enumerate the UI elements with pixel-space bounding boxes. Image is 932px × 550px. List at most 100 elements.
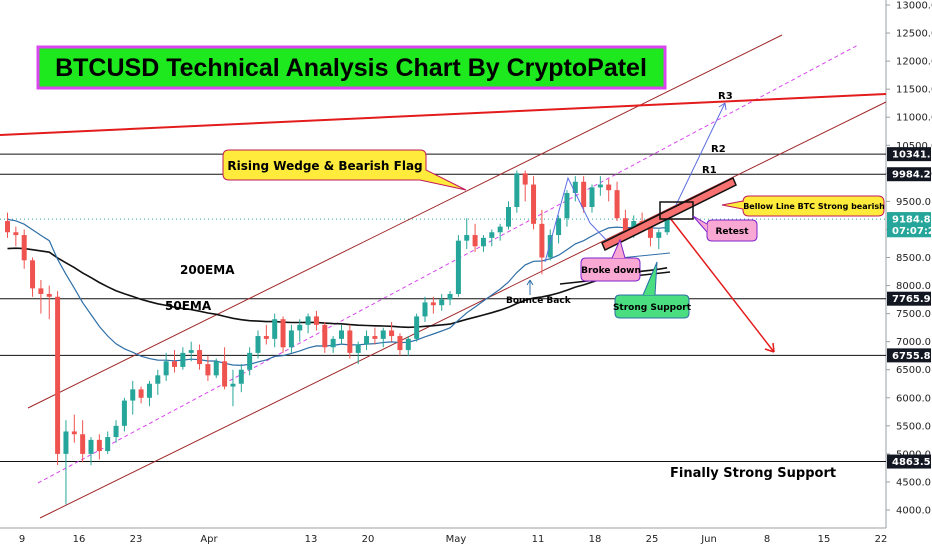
candle-body [247, 352, 253, 370]
candle [138, 386, 144, 404]
candle-body [405, 338, 411, 351]
candle-body [288, 330, 294, 348]
candle [547, 229, 553, 261]
candle [238, 364, 244, 393]
candle-body [614, 190, 620, 219]
retest-pointer [692, 215, 708, 233]
price-level-badge-text: 9184.8 [892, 215, 931, 226]
candle [247, 347, 253, 376]
candle-body [347, 330, 353, 353]
candle-body [197, 350, 203, 365]
y-tick-label: 12500.0 [896, 29, 932, 40]
retest-callout: Retest [692, 215, 758, 242]
candle [263, 324, 269, 345]
x-tick-label: Apr [200, 534, 218, 545]
candle-body [447, 293, 453, 300]
strong-support-pointer [642, 261, 658, 296]
candle [71, 414, 77, 443]
candle-body [339, 330, 344, 339]
candle [564, 190, 570, 227]
candle [464, 218, 470, 250]
price-level-badge-text: 9984.2 [892, 170, 931, 181]
rising-wedge-callout: Rising Wedge & Bearish Flag [222, 149, 467, 191]
candle [422, 296, 428, 323]
candle-body [280, 319, 286, 348]
candle-body [222, 361, 228, 387]
candle [205, 355, 211, 381]
red-resistance-line [0, 93, 887, 136]
candle [163, 352, 169, 381]
price-level-badge [887, 167, 931, 182]
blue-projection-line [675, 102, 726, 206]
candle-body [556, 218, 562, 236]
candle-body [80, 434, 86, 454]
blue-zigzag-line [544, 176, 613, 263]
candle-body [146, 383, 152, 398]
ema-lines [7, 218, 668, 367]
candle-body [330, 338, 336, 348]
candle-body [355, 344, 361, 353]
candle-body [414, 316, 420, 339]
candle [330, 336, 336, 353]
candle-body [55, 296, 61, 454]
y-tick-label: 13000.0 [896, 1, 932, 12]
price-level-badge-text: 4863.5 [892, 457, 931, 468]
x-tick-label: Jun [700, 534, 717, 545]
candle-body [622, 218, 628, 236]
candle-body [522, 173, 528, 185]
strong-support-text: Strong Support [613, 303, 692, 313]
candle-body [389, 330, 395, 337]
candle [180, 347, 186, 370]
candle-body [313, 316, 319, 325]
y-tick-label: 10500.0 [896, 141, 932, 152]
candle [572, 176, 578, 202]
x-tick-label: 25 [646, 534, 659, 545]
candle-body [372, 336, 378, 339]
candle-body [255, 336, 261, 353]
candle [146, 380, 152, 407]
y-tick-label: 8000.0 [896, 281, 931, 292]
x-tick-label: 22 [875, 534, 888, 545]
candle [280, 316, 286, 353]
candle [497, 223, 503, 241]
channel-lines [0, 34, 887, 519]
candle [531, 176, 537, 230]
price-level-badge [887, 291, 931, 306]
bellow-line-bubble [721, 195, 885, 217]
candle-body [380, 330, 386, 339]
rising-wedge-text: Rising Wedge & Bearish Flag [227, 159, 422, 173]
price-axis: 13000.0 12500.0 12000.0 11500.0 11000.0 10500… [886, 1, 932, 517]
candle [489, 229, 495, 247]
candle [380, 327, 386, 348]
candle [355, 341, 361, 365]
candle-body [664, 219, 670, 233]
y-tick-label: 7000.0 [896, 337, 931, 348]
candle-body [539, 223, 545, 258]
candle [305, 313, 311, 334]
bounce-back-label: Bounce Back [506, 296, 572, 306]
candle [514, 170, 520, 213]
candle [30, 257, 36, 297]
candle-body [46, 293, 52, 297]
candle [339, 324, 344, 345]
candle-body [506, 207, 511, 227]
candle-body [13, 232, 19, 236]
candle [297, 319, 303, 342]
candle [222, 347, 228, 390]
price-level-badge-text: 10341.9 [892, 150, 932, 161]
candle-body [564, 192, 570, 219]
candle-body [230, 383, 236, 387]
x-tick-label: 15 [818, 534, 831, 545]
candle [347, 324, 353, 359]
channel-upper-line [27, 34, 783, 409]
strong-support-callout: Strong Support [613, 261, 692, 319]
candle [63, 420, 69, 505]
x-tick-label: May [446, 534, 467, 545]
x-tick-label: 11 [532, 534, 545, 545]
candle-body [63, 431, 69, 454]
price-level-badge [887, 212, 931, 227]
title-box [36, 45, 667, 90]
candle [447, 291, 453, 306]
channel-lower-line [39, 101, 887, 519]
candle-body [497, 226, 503, 233]
